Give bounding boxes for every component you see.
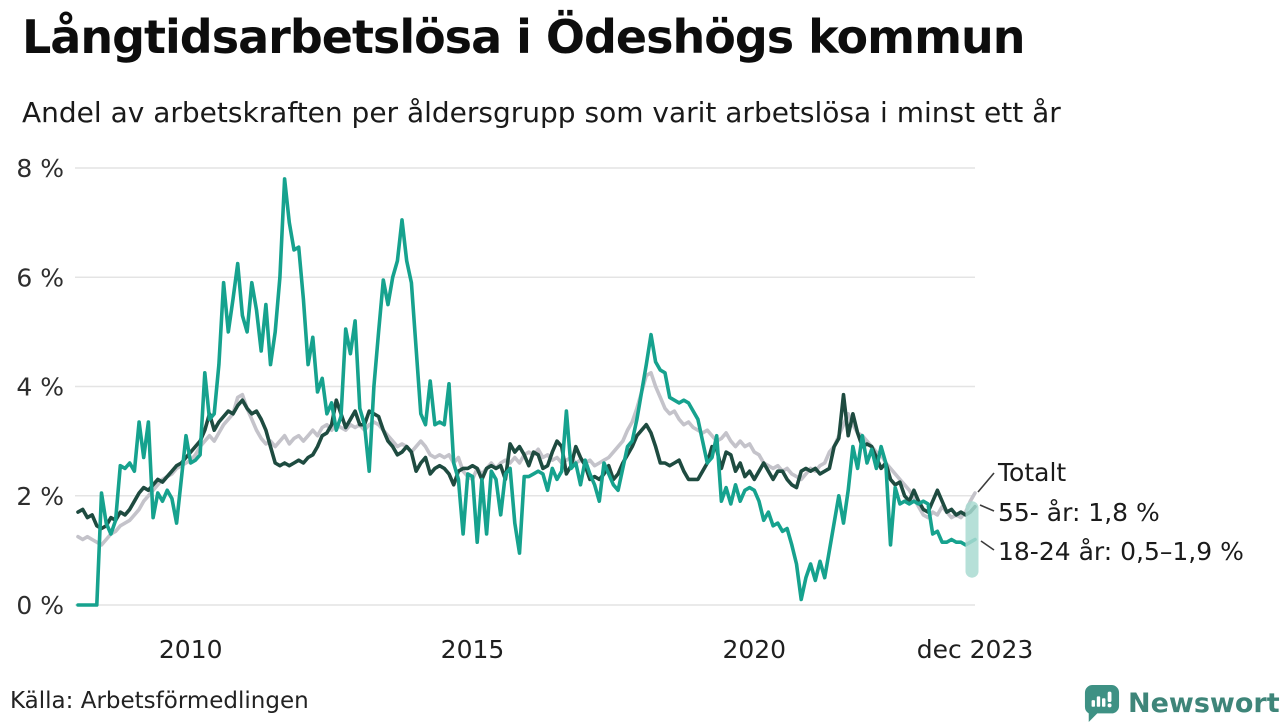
series-lines bbox=[76, 177, 977, 607]
end-label-55-ar: 55- år: 1,8 % bbox=[998, 498, 1160, 527]
source-credit: Källa: Arbetsförmedlingen bbox=[10, 688, 309, 714]
y-tick-label: 2 % bbox=[16, 482, 64, 511]
uncertainty-band bbox=[965, 501, 979, 578]
x-tick-label: 2020 bbox=[722, 635, 786, 664]
y-axis-tick-labels: 8 % 6 % 4 % 2 % 0 % bbox=[16, 154, 64, 620]
y-tick-label: 8 % bbox=[16, 154, 64, 183]
y-tick-label: 0 % bbox=[16, 591, 64, 620]
series-line-totalt bbox=[76, 370, 977, 547]
x-axis-tick-labels: 2010 2015 2020 dec 2023 bbox=[159, 635, 1033, 664]
page-subtitle: Andel av arbetskraften per åldersgrupp s… bbox=[22, 96, 1061, 129]
end-label-18-24-ar: 18-24 år: 0,5–1,9 % bbox=[998, 537, 1244, 566]
x-tick-label: 2010 bbox=[159, 635, 223, 664]
brand-name: Newsworthy bbox=[1128, 687, 1280, 719]
y-tick-label: 4 % bbox=[16, 373, 64, 402]
brand-logo: Newsworthy bbox=[1084, 684, 1280, 722]
end-label-totalt: Totalt bbox=[998, 458, 1067, 487]
series-line-55-ar bbox=[76, 392, 977, 531]
annotation-connectors bbox=[977, 472, 995, 551]
newsworthy-pin-icon bbox=[1084, 685, 1120, 722]
x-tick-label: 2015 bbox=[441, 635, 505, 664]
uncertainty-band-rect bbox=[965, 501, 979, 578]
series-line-18-24-ar bbox=[76, 177, 977, 607]
gridlines bbox=[75, 167, 975, 606]
y-tick-label: 6 % bbox=[16, 263, 64, 292]
page-title: Långtidsarbetslösa i Ödeshögs kommun bbox=[22, 10, 1026, 64]
x-tick-label: dec 2023 bbox=[917, 635, 1034, 664]
